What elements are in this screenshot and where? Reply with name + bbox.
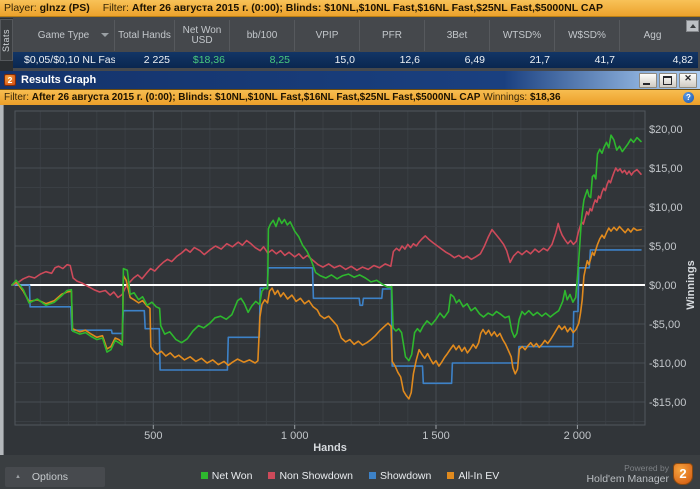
graph-filter-label: Filter: (4, 92, 29, 103)
y-tick-label: $5,00 (649, 241, 677, 253)
legend-item-non-showdown[interactable]: Non Showdown (268, 470, 353, 482)
cell-bb100: 8,25 (269, 54, 290, 66)
y-tick-label: $15,00 (649, 163, 683, 175)
winnings-value: $18,36 (529, 92, 561, 103)
winnings-label: Winnings: (483, 92, 528, 103)
window-title: Results Graph (21, 74, 97, 86)
legend-swatch-icon (368, 472, 376, 479)
column-header-total-hands[interactable]: Total Hands (115, 20, 175, 51)
results-graph-plot: 500 1 000 1 500 2 000 $20,00 $15,00 $10,00 $5,0… (0, 105, 700, 455)
tab-stats[interactable]: Stats (0, 19, 13, 61)
cell-total-hands: 2 225 (143, 54, 170, 66)
y-tick-label: -$15,00 (649, 397, 686, 409)
chevron-up-icon (15, 467, 21, 487)
filter-text: After 26 августа 2015 г. (0:00); Blinds:… (131, 2, 604, 14)
x-axis-title: Hands (313, 442, 347, 454)
cell-wtsd: 21,7 (529, 54, 550, 66)
legend-label: Showdown (379, 470, 432, 482)
player-filter-bar: Player: glnzz (PS) Filter: After 26 авгу… (0, 0, 700, 17)
cell-vpip: 15,0 (334, 54, 355, 66)
maximize-icon[interactable] (659, 73, 677, 88)
legend-swatch-icon (447, 472, 455, 479)
close-icon[interactable] (679, 73, 697, 88)
legend-item-net-won[interactable]: Net Won (200, 470, 253, 482)
player-label: Player: (4, 2, 37, 14)
legend-swatch-icon (268, 472, 276, 479)
left-scrollbar-rail[interactable] (0, 105, 4, 489)
graph-filter-text: After 26 августа 2015 г. (0:00); Blinds:… (31, 92, 481, 103)
column-header-wtsd[interactable]: WTSD% (490, 20, 555, 51)
stats-section: Stats Game Type Total Hands Net Won USD … (0, 18, 700, 71)
series-net-won (11, 134, 642, 362)
series-non-showdown (11, 167, 642, 299)
info-icon[interactable]: ? (683, 92, 694, 103)
x-tick-label: 2 000 (564, 430, 592, 442)
hm2-app-icon: 2 (4, 74, 16, 86)
legend-item-showdown[interactable]: Showdown (368, 470, 432, 482)
cell-3bet: 6,49 (464, 54, 485, 66)
column-header-pfr[interactable]: PFR (360, 20, 425, 51)
graph-bottom-bar: Net Won Non Showdown Showdown All-In EV Opt… (0, 455, 700, 489)
options-button[interactable]: Options (5, 467, 105, 487)
results-chart-svg: 500 1 000 1 500 2 000 $20,00 $15,00 $10,00 $5,0… (0, 105, 700, 455)
scroll-up-icon[interactable] (686, 20, 699, 32)
chevron-down-icon[interactable] (101, 33, 109, 37)
column-header-wsd[interactable]: W$SD% (555, 20, 620, 51)
y-tick-label: -$10,00 (649, 358, 686, 370)
x-tick-label: 500 (144, 430, 162, 442)
column-header-net-won[interactable]: Net Won USD (175, 20, 230, 51)
cell-pfr: 12,6 (399, 54, 420, 66)
table-row[interactable]: $0,05/$0,10 NL Fast H 2 225 $18,36 8,25 … (13, 52, 698, 68)
cell-wsd: 41,7 (594, 54, 615, 66)
x-tick-label: 1 000 (281, 430, 309, 442)
y-tick-label: $10,00 (649, 202, 683, 214)
legend-item-all-in-ev[interactable]: All-In EV (447, 470, 499, 482)
minimize-icon[interactable] (639, 73, 657, 88)
column-header-agg[interactable]: Agg (643, 29, 662, 41)
results-graph-titlebar[interactable]: 2 Results Graph (0, 71, 700, 89)
y-axis-title: Winnings (685, 260, 697, 309)
player-name: glnzz (PS) (39, 2, 90, 14)
column-header-bb100[interactable]: bb/100 (230, 20, 295, 51)
chart-legend: Net Won Non Showdown Showdown All-In EV (0, 470, 700, 482)
y-tick-label: $20,00 (649, 124, 683, 136)
legend-swatch-icon (200, 472, 208, 479)
cell-game-type: $0,05/$0,10 NL Fast H (24, 54, 115, 66)
holdem-manager-logo-icon: 2 (673, 463, 693, 485)
series-all-in-ev (11, 225, 642, 400)
column-header-3bet[interactable]: 3Bet (425, 20, 490, 51)
y-tick-label: $0,00 (649, 280, 677, 292)
legend-label: Net Won (211, 470, 253, 482)
cell-agg: 4,82 (672, 54, 693, 66)
filter-label: Filter: (102, 2, 129, 14)
column-header-vpip[interactable]: VPIP (295, 20, 360, 51)
powered-by: Powered by Hold'em Manager (586, 463, 669, 485)
column-header-game-type[interactable]: Game Type (13, 20, 115, 51)
cell-net-won: $18,36 (192, 54, 225, 66)
legend-label: Non Showdown (279, 470, 353, 482)
stats-table-header: Game Type Total Hands Net Won USD bb/100… (13, 20, 685, 51)
x-tick-label: 1 500 (422, 430, 450, 442)
y-tick-label: -$5,00 (649, 319, 680, 331)
graph-filter-bar: Filter: After 26 августа 2015 г. (0:00);… (0, 89, 700, 105)
legend-label: All-In EV (458, 470, 500, 482)
